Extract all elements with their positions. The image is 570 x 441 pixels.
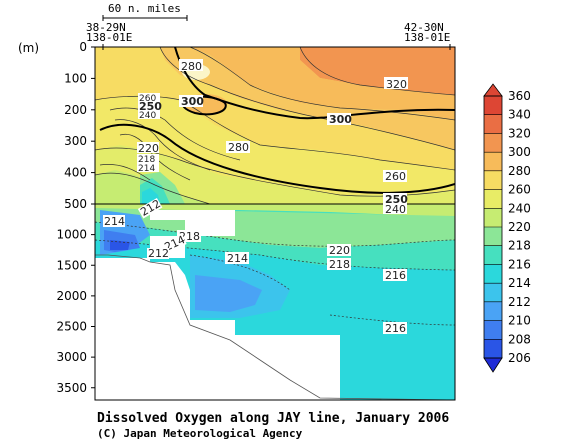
svg-text:250: 250: [139, 100, 162, 113]
band-290: [160, 47, 455, 150]
lower-band-240: [95, 204, 455, 218]
y-tick-label: 1500: [56, 258, 87, 272]
right-station-lon: 138-01E: [404, 31, 450, 44]
colorbar-segment: [484, 283, 502, 302]
svg-text:216: 216: [385, 322, 406, 335]
colorbar-label: 220: [508, 220, 531, 234]
colorbar-segment: [484, 320, 502, 340]
colorbar-bottom-arrow: [483, 357, 503, 373]
y-tick-label: 3000: [56, 350, 87, 364]
svg-text:218: 218: [138, 155, 155, 165]
bathymetry-mask: [95, 258, 340, 400]
plot-frame: [94, 46, 456, 401]
left-station-lat: 38-29N: [86, 21, 126, 34]
right-station-lat: 42-30N: [404, 21, 444, 34]
svg-text:260: 260: [385, 170, 406, 183]
colorbar-label: 280: [508, 164, 531, 178]
colorbar-label: 218: [508, 239, 531, 253]
colorbar-segment: [484, 245, 502, 265]
band-320: [300, 47, 455, 95]
upper-panel: [95, 47, 455, 204]
svg-text:220: 220: [138, 142, 159, 155]
lower-panel: [95, 204, 455, 400]
svg-text:214: 214: [104, 215, 125, 228]
colorbar-top-arrow: [483, 83, 503, 97]
colorbar-segment: [484, 227, 502, 246]
colorbar-label: 212: [508, 295, 531, 309]
colorbar-label: 210: [508, 314, 531, 328]
svg-text:300: 300: [329, 113, 352, 126]
band-250: [95, 145, 455, 204]
chart-title: Dissolved Oxygen along JAY line, January…: [97, 411, 449, 426]
colorbar-segment: [484, 301, 502, 321]
colorbar-segment: [484, 152, 502, 171]
y-axis-unit: (m): [18, 41, 39, 55]
svg-text:300: 300: [181, 95, 204, 108]
colorbar-segment: [484, 208, 502, 227]
y-tick-label: 2000: [56, 289, 87, 303]
mask-upper-block: [150, 210, 235, 236]
colorbar-segment: [484, 96, 502, 115]
y-tick-label: 100: [64, 71, 87, 85]
colorbar-segment: [484, 133, 502, 153]
colorbar-label: 216: [508, 257, 531, 271]
svg-text:214: 214: [227, 252, 248, 265]
scale-bar-label: 60 n. miles: [108, 2, 181, 15]
colorbar-label: 360: [508, 89, 531, 103]
y-tick-label: 3500: [56, 381, 87, 395]
svg-text:220: 220: [329, 244, 350, 257]
left-station-lon: 138-01E: [86, 31, 132, 44]
y-axis: 0 100 200 300 400 500 1000 1500 2000 2500 3000 3500: [56, 40, 95, 395]
colorbar-label: 240: [508, 201, 531, 215]
svg-text:216: 216: [385, 269, 406, 282]
svg-text:320: 320: [386, 78, 407, 91]
colorbar-label: 208: [508, 332, 531, 346]
colorbar-segment: [484, 189, 502, 209]
colorbar-label: 260: [508, 183, 531, 197]
y-tick-label: 500: [64, 197, 87, 211]
y-tick-label: 400: [64, 166, 87, 180]
svg-text:240: 240: [385, 203, 406, 216]
svg-text:214: 214: [138, 164, 155, 174]
y-tick-label: 1000: [56, 228, 87, 242]
svg-text:280: 280: [181, 60, 202, 73]
colorbar-label: 320: [508, 126, 531, 140]
svg-text:212: 212: [148, 247, 169, 260]
lower-band-212: [195, 275, 262, 312]
contour-labels-lower: 214 212 218 214 212 220 218 216 214 216: [103, 197, 407, 335]
colorbar-label: 340: [508, 108, 531, 122]
band-300: [190, 47, 455, 120]
svg-text:280: 280: [228, 141, 249, 154]
colorbar-label: 300: [508, 145, 531, 159]
svg-text:250: 250: [385, 193, 408, 206]
colorbar-label: 206: [508, 351, 531, 365]
colorbar-segment: [484, 339, 502, 358]
colorbar-segment: [484, 170, 502, 190]
colorbar-label: 214: [508, 276, 531, 290]
credit-text: (C) Japan Meteorological Agency: [97, 427, 303, 440]
colorbar: 206 208 210 212 214 216 218 220 240 260 280 300 320 3…: [483, 83, 531, 373]
colorbar-segment: [484, 264, 502, 284]
svg-text:260: 260: [139, 94, 156, 104]
colorbar-segment: [484, 114, 502, 134]
y-tick-label: 0: [79, 40, 87, 54]
svg-text:240: 240: [139, 111, 156, 121]
y-tick-label: 2500: [56, 320, 87, 334]
y-tick-label: 200: [64, 103, 87, 117]
scale-bar: 60 n. miles: [102, 2, 188, 21]
y-tick-label: 300: [64, 134, 87, 148]
svg-text:218: 218: [329, 258, 350, 271]
contour-labels-upper: 280 300 300 320 250 260 240 220 218 214 …: [137, 59, 408, 216]
